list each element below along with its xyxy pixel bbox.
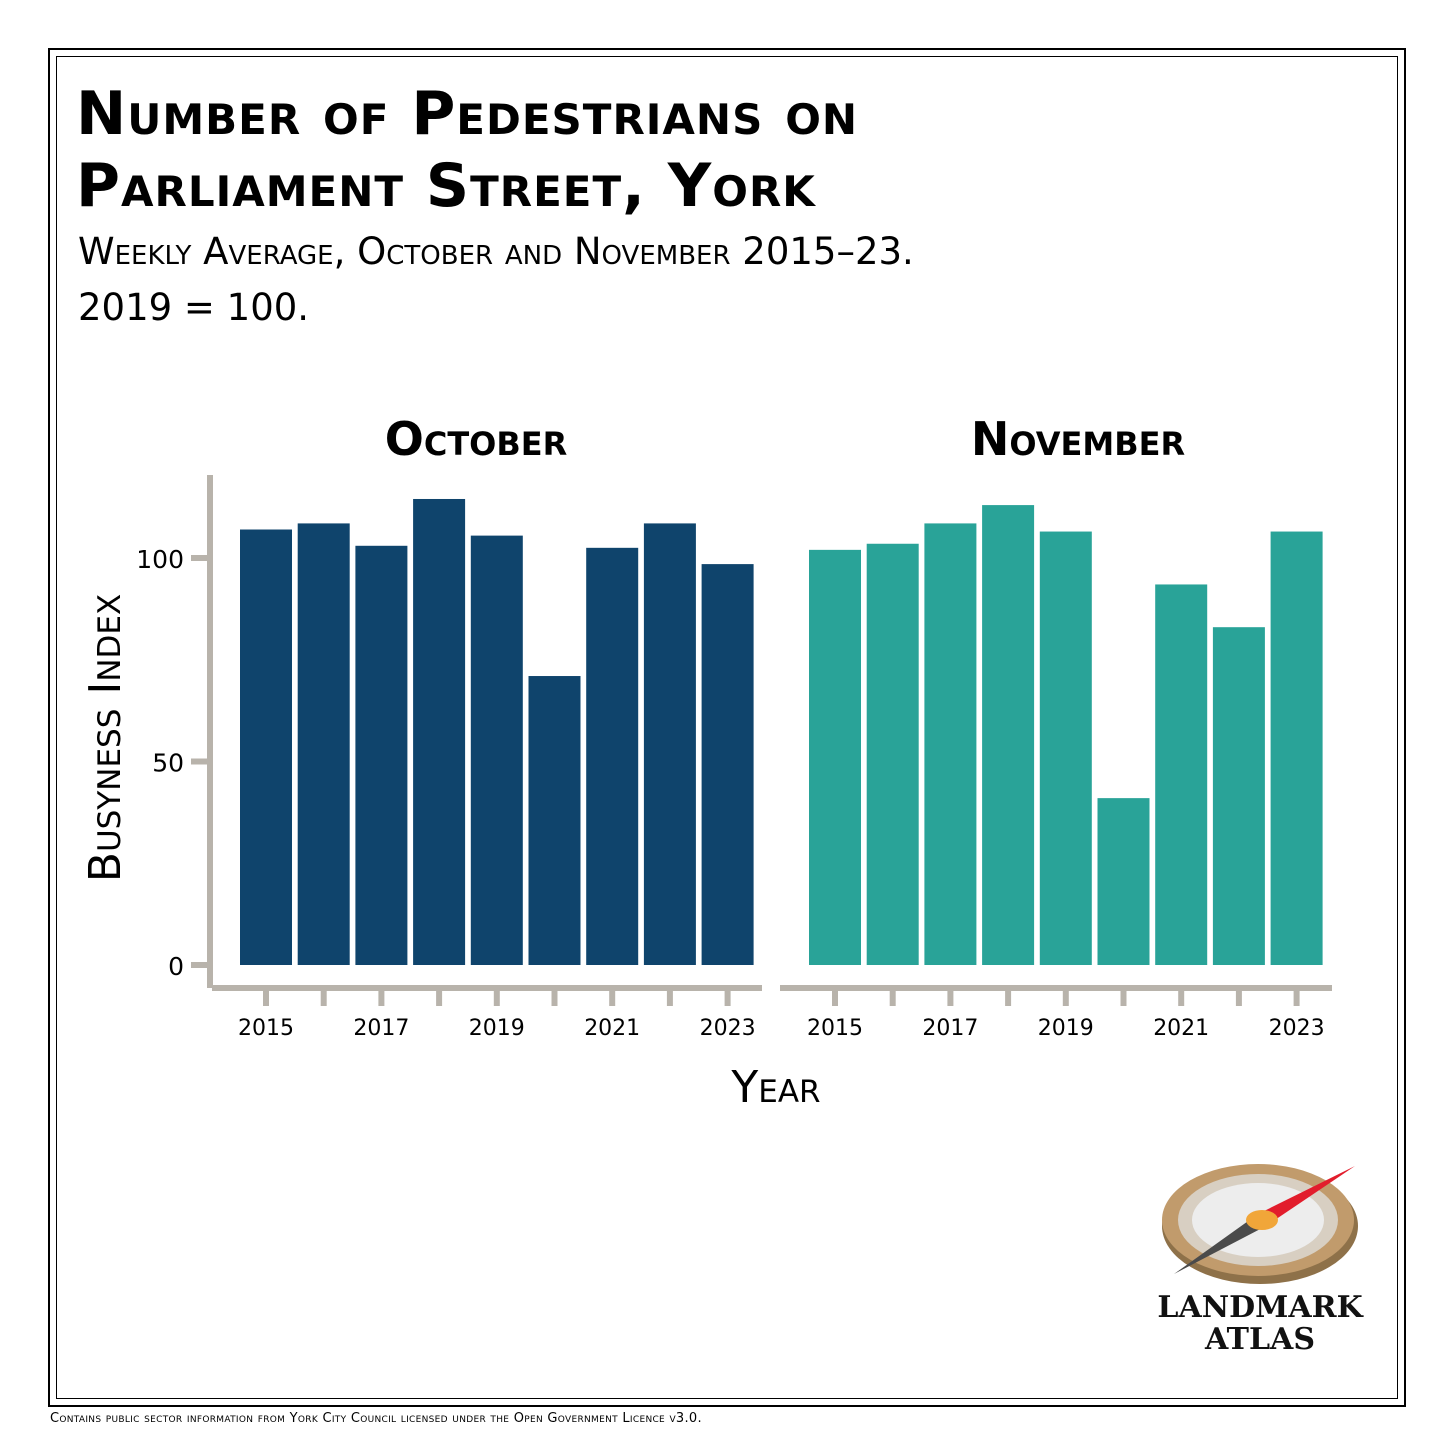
- logo-text-line-2: ATLAS: [1205, 1322, 1315, 1357]
- landmark-atlas-logo: LANDMARK ATLAS: [1140, 1160, 1380, 1370]
- bar-november-2022: [1212, 627, 1265, 965]
- y-tick-label: 0: [168, 952, 184, 981]
- y-tick-label: 100: [136, 545, 184, 574]
- bar-october-2023: [701, 564, 754, 965]
- x-tick-label: 2023: [1269, 1016, 1325, 1041]
- x-axis-title: Year: [730, 1062, 820, 1113]
- bar-october-2018: [413, 498, 466, 965]
- x-tick-label: 2021: [584, 1016, 640, 1041]
- x-tick-label: 2017: [353, 1016, 409, 1041]
- bar-october-2016: [297, 523, 350, 965]
- x-tick-label: 2015: [807, 1016, 863, 1041]
- x-tick-label: 2015: [238, 1016, 294, 1041]
- bar-november-2018: [982, 505, 1035, 965]
- chart-subtitle-line-2: 2019 = 100.: [78, 286, 310, 329]
- outer-border: [48, 48, 1406, 1407]
- bar-november-2023: [1270, 531, 1323, 965]
- x-tick-label: 2019: [469, 1016, 525, 1041]
- bar-october-2019: [470, 535, 523, 965]
- compass-icon: [1162, 1164, 1358, 1284]
- x-tick-label: 2017: [922, 1016, 978, 1041]
- source-footnote: Contains public sector information from …: [50, 1411, 702, 1426]
- bar-october-2021: [586, 547, 639, 965]
- bar-november-2019: [1039, 531, 1092, 965]
- bar-november-2016: [866, 543, 919, 965]
- bar-october-2015: [240, 529, 292, 965]
- bar-october-2020: [528, 676, 581, 965]
- inner-border: [56, 56, 1398, 1399]
- chart-title-line-1: Number of Pedestrians on: [76, 79, 859, 149]
- bar-november-2017: [924, 523, 977, 965]
- bar-november-2015: [809, 549, 861, 965]
- panel-title-october: October: [385, 412, 568, 466]
- chart-title-line-2: Parliament Street, York: [76, 151, 816, 221]
- panel-title-november: November: [971, 412, 1185, 466]
- x-tick-label: 2019: [1038, 1016, 1094, 1041]
- x-tick-label: 2023: [700, 1016, 756, 1041]
- logo-text-line-1: LANDMARK: [1157, 1290, 1363, 1325]
- bar-october-2017: [355, 545, 408, 965]
- y-axis-title: Busyness Index: [80, 594, 131, 882]
- bar-november-2021: [1155, 584, 1208, 965]
- chart-subtitle: Weekly Average, October and November 201…: [78, 224, 914, 336]
- chart-subtitle-line-1: Weekly Average, October and November 201…: [78, 230, 914, 273]
- x-tick-label: 2021: [1153, 1016, 1209, 1041]
- bar-november-2020: [1097, 798, 1150, 965]
- bar-october-2022: [643, 523, 696, 965]
- chart-title: Number of Pedestrians on Parliament Stre…: [76, 78, 858, 222]
- y-tick-label: 50: [152, 749, 184, 778]
